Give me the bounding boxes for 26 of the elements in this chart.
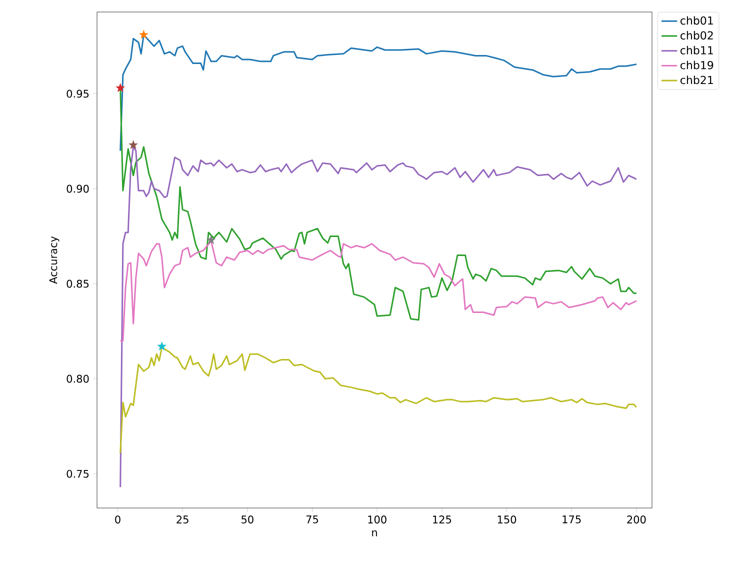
point xyxy=(116,83,126,92)
point xyxy=(157,341,167,351)
y-tick-label: 0.75 xyxy=(66,470,89,478)
x-tick-label: 100 xyxy=(368,516,386,524)
legend-label: chb11 xyxy=(680,46,713,54)
legend-label: chb02 xyxy=(680,31,713,40)
y-axis-title: Accuracy xyxy=(49,236,60,284)
x-axis-title: n xyxy=(372,530,377,536)
y-tick-label: 0.90 xyxy=(66,184,89,193)
legend-label: chb21 xyxy=(680,76,713,84)
x-tick-label: 25 xyxy=(176,516,188,524)
legend-label: chb01 xyxy=(680,16,713,25)
point xyxy=(206,235,216,244)
x-tick-label: 150 xyxy=(498,516,516,524)
point xyxy=(138,30,148,39)
x-tick-label: 0 xyxy=(115,516,120,524)
x-tick-label: 125 xyxy=(433,516,452,524)
x-tick-label: 50 xyxy=(242,516,254,524)
y-tick-label: 0.85 xyxy=(66,280,89,288)
legend-label: chb19 xyxy=(680,60,714,70)
x-tick-label: 200 xyxy=(627,516,646,524)
y-tick-label: 0.80 xyxy=(66,374,89,383)
point xyxy=(128,140,138,150)
y-tick-label: 0.95 xyxy=(66,90,89,98)
x-tick-label: 175 xyxy=(562,516,581,524)
x-tick-label: 75 xyxy=(306,516,318,524)
